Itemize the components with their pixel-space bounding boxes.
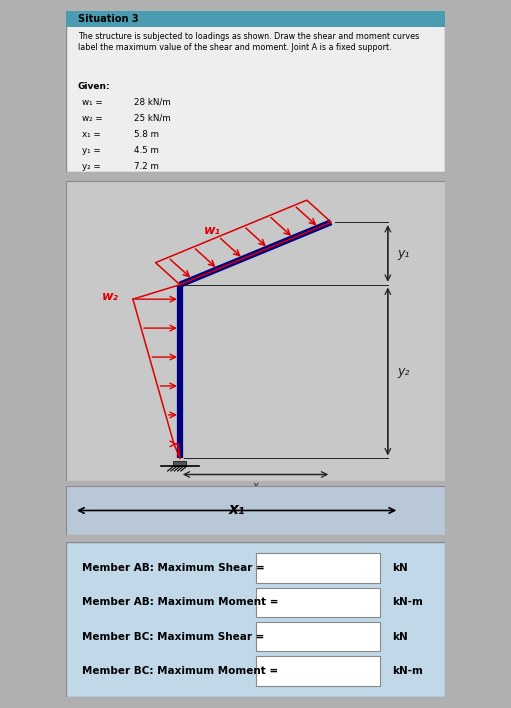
Text: x: x xyxy=(252,481,259,491)
Text: w₂: w₂ xyxy=(102,290,120,303)
Text: Member BC: Maximum Moment =: Member BC: Maximum Moment = xyxy=(82,666,277,676)
Text: 4.5 m: 4.5 m xyxy=(134,147,159,155)
Text: w₂ =: w₂ = xyxy=(82,114,102,123)
Text: kN: kN xyxy=(391,632,407,641)
Text: Given:: Given: xyxy=(78,81,110,91)
Text: Member AB: Maximum Shear =: Member AB: Maximum Shear = xyxy=(82,563,264,573)
Bar xyxy=(173,461,187,467)
Bar xyxy=(66,11,445,27)
Text: 5.8 m: 5.8 m xyxy=(134,130,159,139)
Text: kN: kN xyxy=(391,563,407,573)
Text: The structure is subjected to loadings as shown. Draw the shear and moment curve: The structure is subjected to loadings a… xyxy=(78,32,419,52)
Text: y₂ =: y₂ = xyxy=(82,162,100,171)
Text: kN-m: kN-m xyxy=(391,666,423,676)
Text: y₁ =: y₁ = xyxy=(82,147,100,155)
Text: Member BC: Maximum Shear =: Member BC: Maximum Shear = xyxy=(82,632,264,641)
Text: 28 kN/m: 28 kN/m xyxy=(134,98,171,107)
Text: x₁ =: x₁ = xyxy=(82,130,100,139)
Text: Situation 3: Situation 3 xyxy=(78,14,138,25)
Bar xyxy=(256,656,380,685)
Text: kN-m: kN-m xyxy=(391,598,423,607)
Bar xyxy=(256,588,380,617)
Text: x₁: x₁ xyxy=(228,502,245,517)
Text: 25 kN/m: 25 kN/m xyxy=(134,114,171,123)
Text: y₂: y₂ xyxy=(398,365,410,378)
Bar xyxy=(256,622,380,651)
Bar xyxy=(256,554,380,583)
Text: y₁: y₁ xyxy=(398,247,410,260)
Text: 7.2 m: 7.2 m xyxy=(134,162,159,171)
Text: w₁: w₁ xyxy=(204,224,221,237)
Text: Member AB: Maximum Moment =: Member AB: Maximum Moment = xyxy=(82,598,278,607)
Text: w₁ =: w₁ = xyxy=(82,98,102,107)
